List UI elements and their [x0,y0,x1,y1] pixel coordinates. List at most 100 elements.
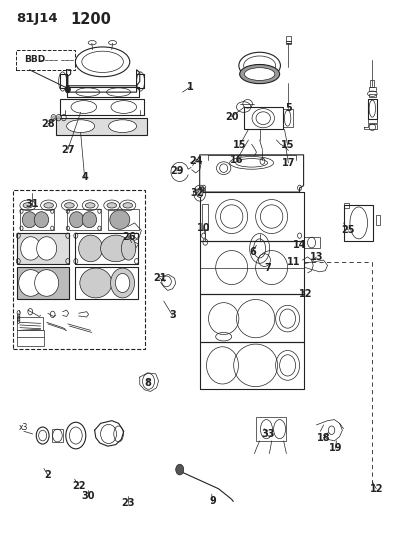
Bar [16,50,75,70]
Text: 12: 12 [298,289,312,299]
Text: 81J14: 81J14 [16,12,57,26]
Text: 3: 3 [169,310,176,320]
Ellipse shape [123,203,133,208]
Ellipse shape [34,212,49,228]
Text: 25: 25 [342,225,355,236]
Ellipse shape [196,189,203,197]
Text: 24: 24 [189,156,203,166]
Text: 20: 20 [225,111,239,122]
Text: 10: 10 [197,223,211,233]
Bar [20,209,54,230]
Text: 27: 27 [61,144,75,155]
Text: 4: 4 [81,172,88,182]
Bar [369,94,375,98]
Ellipse shape [23,203,32,208]
Bar [368,119,377,123]
Text: 12: 12 [370,484,383,494]
Bar [344,203,349,208]
Bar [17,317,43,330]
Text: x3: x3 [19,423,28,432]
Text: 26: 26 [122,232,135,243]
Circle shape [176,464,184,475]
Ellipse shape [44,203,53,208]
Text: 6: 6 [249,247,256,256]
Text: 8: 8 [144,378,151,389]
Text: 18: 18 [317,433,330,443]
Bar [304,237,320,248]
Ellipse shape [115,273,130,293]
Ellipse shape [85,203,95,208]
Bar [108,209,139,230]
Bar [17,266,69,300]
Text: BBD: BBD [24,55,45,64]
Ellipse shape [101,235,131,262]
Bar [60,99,144,115]
Bar [56,118,147,135]
Ellipse shape [36,237,57,260]
Text: 2: 2 [45,470,51,480]
Ellipse shape [240,64,279,84]
Text: 32: 32 [190,188,204,198]
Bar [203,204,208,230]
Ellipse shape [19,270,43,296]
Ellipse shape [69,212,84,228]
Bar [244,107,283,130]
Text: 23: 23 [121,498,134,508]
Bar [67,209,101,230]
Circle shape [57,116,60,120]
Text: 15: 15 [233,140,246,150]
Bar [375,215,379,225]
Ellipse shape [109,120,137,133]
Bar [256,417,286,441]
Text: 33: 33 [261,429,274,439]
Ellipse shape [65,203,74,208]
Bar [17,233,69,264]
Bar [52,429,63,442]
Text: 5: 5 [285,103,292,113]
Bar [286,43,291,44]
Text: 15: 15 [281,140,294,150]
Bar [286,36,291,41]
Bar [344,205,373,241]
Circle shape [65,86,70,93]
Text: 29: 29 [170,166,183,176]
Text: 9: 9 [209,496,216,506]
Text: 11: 11 [286,257,300,267]
Bar [14,190,145,349]
Ellipse shape [21,237,41,260]
Text: 21: 21 [153,273,166,283]
Text: 30: 30 [81,491,95,501]
Ellipse shape [111,268,135,298]
Bar [75,233,138,264]
Bar [369,87,375,91]
Ellipse shape [34,270,59,296]
Text: 1: 1 [187,82,194,92]
Bar [286,41,291,43]
Bar [371,80,374,87]
Bar [283,109,293,127]
Bar [368,99,377,119]
Text: 19: 19 [329,443,342,453]
Ellipse shape [107,203,117,208]
Ellipse shape [122,237,136,260]
Text: 1200: 1200 [71,12,111,27]
Text: 14: 14 [293,240,306,250]
Ellipse shape [79,235,103,262]
Text: 28: 28 [41,119,55,129]
Text: 17: 17 [282,158,295,168]
Text: 22: 22 [72,481,85,490]
Ellipse shape [110,210,130,229]
Text: 31: 31 [25,199,38,209]
Ellipse shape [80,268,112,298]
Ellipse shape [22,212,36,228]
Bar [17,330,44,346]
Text: 16: 16 [230,155,243,165]
Ellipse shape [67,120,95,133]
Bar [75,266,138,300]
Ellipse shape [245,68,275,80]
Ellipse shape [130,245,134,251]
Text: 13: 13 [310,252,323,262]
Text: 7: 7 [264,263,271,272]
Ellipse shape [82,212,97,228]
Circle shape [52,116,55,120]
